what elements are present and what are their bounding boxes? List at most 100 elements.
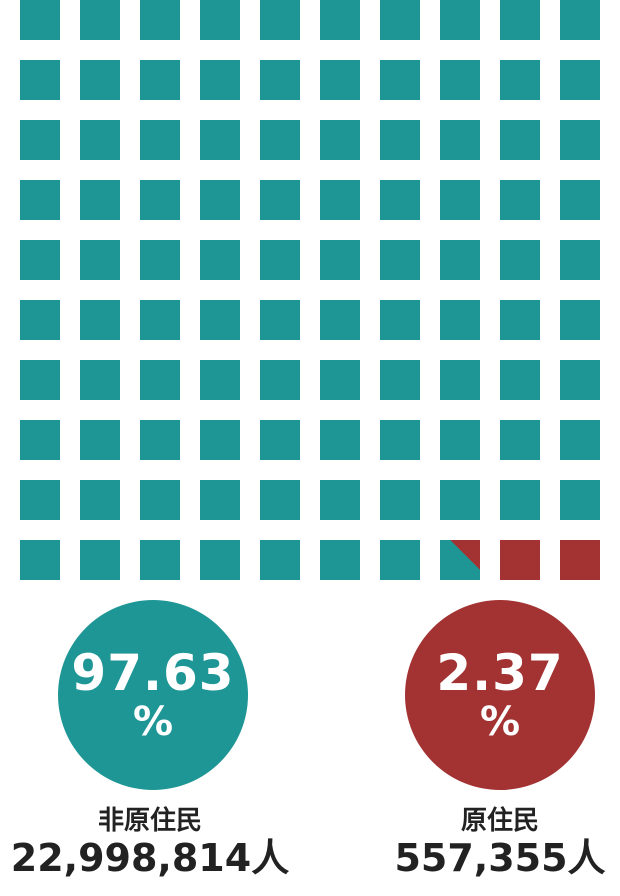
waffle-cell-non-indigenous — [440, 420, 480, 460]
waffle-cell-non-indigenous — [560, 300, 600, 340]
waffle-cell-non-indigenous — [80, 300, 120, 340]
waffle-cell-non-indigenous — [260, 360, 300, 400]
waffle-cell-non-indigenous — [80, 60, 120, 100]
waffle-cell-non-indigenous — [320, 480, 360, 520]
waffle-cell-non-indigenous — [440, 0, 480, 40]
waffle-cell-non-indigenous — [20, 300, 60, 340]
waffle-cell-non-indigenous — [80, 480, 120, 520]
waffle-cell-non-indigenous — [140, 180, 180, 220]
waffle-cell-non-indigenous — [440, 180, 480, 220]
waffle-cell-non-indigenous — [260, 120, 300, 160]
waffle-cell-non-indigenous — [140, 120, 180, 160]
waffle-cell-non-indigenous — [20, 480, 60, 520]
waffle-cell-non-indigenous — [20, 180, 60, 220]
waffle-cell-indigenous — [500, 540, 540, 580]
waffle-cell-non-indigenous — [140, 60, 180, 100]
waffle-cell-non-indigenous — [20, 0, 60, 40]
waffle-cell-non-indigenous — [500, 360, 540, 400]
waffle-chart — [20, 0, 600, 580]
waffle-cell-non-indigenous — [260, 60, 300, 100]
waffle-cell-non-indigenous — [380, 180, 420, 220]
waffle-cell-non-indigenous — [260, 240, 300, 280]
waffle-cell-non-indigenous — [380, 240, 420, 280]
waffle-cell-non-indigenous — [500, 300, 540, 340]
waffle-cell-non-indigenous — [260, 180, 300, 220]
waffle-cell-non-indigenous — [320, 0, 360, 40]
waffle-cell-non-indigenous — [380, 480, 420, 520]
waffle-cell-non-indigenous — [260, 420, 300, 460]
waffle-cell-non-indigenous — [500, 480, 540, 520]
waffle-cell-partial — [440, 540, 480, 580]
waffle-cell-non-indigenous — [500, 60, 540, 100]
waffle-cell-non-indigenous — [440, 120, 480, 160]
waffle-cell-non-indigenous — [560, 120, 600, 160]
waffle-cell-non-indigenous — [200, 300, 240, 340]
waffle-cell-non-indigenous — [80, 360, 120, 400]
waffle-cell-non-indigenous — [500, 240, 540, 280]
waffle-cell-non-indigenous — [320, 120, 360, 160]
waffle-cell-non-indigenous — [440, 300, 480, 340]
waffle-cell-non-indigenous — [560, 60, 600, 100]
waffle-cell-non-indigenous — [140, 480, 180, 520]
waffle-cell-non-indigenous — [20, 240, 60, 280]
non-indigenous-percent-circle: 97.63 % — [58, 600, 248, 790]
waffle-cell-non-indigenous — [140, 420, 180, 460]
waffle-cell-non-indigenous — [80, 540, 120, 580]
indigenous-percent: 2.37 — [436, 644, 564, 702]
waffle-cell-non-indigenous — [80, 120, 120, 160]
waffle-cell-non-indigenous — [200, 480, 240, 520]
waffle-cell-non-indigenous — [200, 360, 240, 400]
waffle-cell-non-indigenous — [380, 420, 420, 460]
non-indigenous-name: 非原住民 — [97, 806, 202, 836]
waffle-cell-non-indigenous — [560, 0, 600, 40]
waffle-cell-non-indigenous — [500, 420, 540, 460]
waffle-cell-non-indigenous — [260, 540, 300, 580]
waffle-cell-non-indigenous — [80, 420, 120, 460]
waffle-cell-non-indigenous — [320, 300, 360, 340]
waffle-cell-non-indigenous — [20, 420, 60, 460]
waffle-cell-non-indigenous — [560, 240, 600, 280]
waffle-cell-non-indigenous — [380, 120, 420, 160]
waffle-cell-non-indigenous — [380, 540, 420, 580]
indigenous-count: 557,355人 — [394, 836, 606, 880]
waffle-cell-non-indigenous — [500, 0, 540, 40]
waffle-cell-non-indigenous — [80, 0, 120, 40]
waffle-cell-non-indigenous — [500, 120, 540, 160]
waffle-cell-non-indigenous — [200, 240, 240, 280]
waffle-cell-non-indigenous — [380, 60, 420, 100]
waffle-cell-non-indigenous — [560, 180, 600, 220]
waffle-cell-non-indigenous — [560, 480, 600, 520]
indigenous-percent-circle: 2.37 % — [405, 600, 595, 790]
waffle-cell-non-indigenous — [200, 420, 240, 460]
non-indigenous-percent-unit: % — [132, 699, 174, 745]
waffle-cell-non-indigenous — [20, 540, 60, 580]
waffle-cell-non-indigenous — [440, 60, 480, 100]
indigenous-name: 原住民 — [460, 806, 539, 836]
waffle-cell-non-indigenous — [80, 180, 120, 220]
waffle-cell-non-indigenous — [20, 360, 60, 400]
waffle-cell-non-indigenous — [140, 240, 180, 280]
waffle-cell-non-indigenous — [320, 360, 360, 400]
waffle-cell-non-indigenous — [380, 360, 420, 400]
waffle-cell-non-indigenous — [380, 0, 420, 40]
waffle-cell-non-indigenous — [20, 120, 60, 160]
waffle-cell-non-indigenous — [320, 540, 360, 580]
waffle-cell-non-indigenous — [140, 540, 180, 580]
waffle-cell-non-indigenous — [140, 300, 180, 340]
non-indigenous-count: 22,998,814人 — [10, 836, 290, 880]
waffle-cell-non-indigenous — [200, 0, 240, 40]
waffle-cell-non-indigenous — [440, 240, 480, 280]
waffle-cell-non-indigenous — [560, 420, 600, 460]
waffle-cell-non-indigenous — [560, 360, 600, 400]
waffle-cell-non-indigenous — [140, 0, 180, 40]
waffle-cell-non-indigenous — [260, 0, 300, 40]
waffle-cell-non-indigenous — [200, 120, 240, 160]
waffle-cell-non-indigenous — [320, 240, 360, 280]
waffle-cell-non-indigenous — [20, 60, 60, 100]
waffle-cell-non-indigenous — [380, 300, 420, 340]
waffle-cell-non-indigenous — [140, 360, 180, 400]
non-indigenous-label: 非原住民 22,998,814人 — [0, 806, 300, 880]
waffle-cell-non-indigenous — [260, 300, 300, 340]
waffle-cell-non-indigenous — [80, 240, 120, 280]
waffle-cell-non-indigenous — [200, 180, 240, 220]
